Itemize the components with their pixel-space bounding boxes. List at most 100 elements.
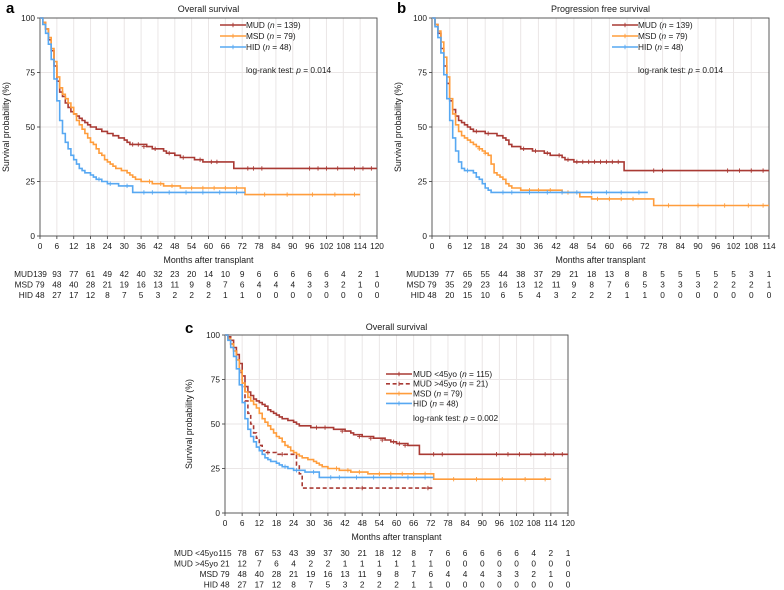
risk-value: 6 xyxy=(428,569,433,579)
risk-value: 1 xyxy=(428,559,433,569)
risk-value: 5 xyxy=(731,269,736,279)
censor-mark xyxy=(183,190,189,195)
risk-value: 9 xyxy=(189,280,194,290)
x-tick-label: 84 xyxy=(676,241,686,251)
censor-mark xyxy=(371,475,376,480)
x-tick-label: 108 xyxy=(744,241,758,251)
risk-row-label: MUD xyxy=(14,269,33,279)
risk-value: 3 xyxy=(156,290,161,300)
censor-mark xyxy=(494,452,499,457)
censor-mark xyxy=(130,142,135,147)
risk-row-label: HID xyxy=(19,290,33,300)
x-tick-label: 30 xyxy=(120,241,130,251)
censor-mark xyxy=(345,468,351,473)
censor-mark xyxy=(542,476,548,482)
risk-value: 1 xyxy=(625,290,630,300)
risk-value: 93 xyxy=(52,269,62,279)
panel-a-letter: a xyxy=(6,0,15,17)
risk-value: 0 xyxy=(497,580,502,590)
censor-mark xyxy=(746,203,751,208)
x-tick-label: 66 xyxy=(221,241,231,251)
risk-value: 16 xyxy=(323,569,333,579)
risk-value: 48 xyxy=(35,290,45,300)
risk-value: 7 xyxy=(122,290,127,300)
risk-value: 2 xyxy=(206,290,211,300)
censor-mark xyxy=(352,166,357,171)
risk-value: 9 xyxy=(240,269,245,279)
x-tick-label: 78 xyxy=(658,241,668,251)
risk-value: 2 xyxy=(172,290,177,300)
risk-value: 2 xyxy=(607,290,612,300)
logrank-annotation: log-rank test: p = 0.002 xyxy=(413,413,498,423)
censor-mark xyxy=(200,185,206,191)
censor-mark xyxy=(451,476,456,482)
risk-value: 0 xyxy=(480,559,485,569)
risk-row-label: MSD xyxy=(15,280,33,290)
censor-mark xyxy=(334,466,339,471)
risk-value: 27 xyxy=(52,290,62,300)
risk-value: 8 xyxy=(643,269,648,279)
censor-mark xyxy=(500,476,505,482)
risk-value: 1 xyxy=(377,559,382,569)
risk-value: 40 xyxy=(136,269,146,279)
x-tick-label: 12 xyxy=(463,241,473,251)
risk-value: 0 xyxy=(358,290,363,300)
risk-value: 0 xyxy=(549,580,554,590)
x-tick-label: 6 xyxy=(240,518,245,528)
censor-mark xyxy=(559,190,565,195)
censor-mark xyxy=(660,168,665,173)
risk-value: 18 xyxy=(587,269,597,279)
risk-value: 29 xyxy=(463,280,473,290)
censor-mark xyxy=(108,181,113,186)
risk-value: 3 xyxy=(554,290,559,300)
x-axis-label: Months after transplant xyxy=(352,532,443,542)
censor-mark xyxy=(200,190,206,195)
risk-value: 3 xyxy=(749,269,754,279)
censor-mark xyxy=(402,443,408,448)
risk-value: 1 xyxy=(343,559,348,569)
km-curve-mud-45yo xyxy=(225,334,434,489)
risk-value: 1 xyxy=(767,269,772,279)
km-curve-msd xyxy=(225,334,551,480)
risk-value: 6 xyxy=(501,290,506,300)
risk-value: 0 xyxy=(713,290,718,300)
risk-value: 40 xyxy=(255,569,265,579)
x-tick-label: 90 xyxy=(288,241,298,251)
y-tick-label: 100 xyxy=(21,13,35,23)
risk-value: 3 xyxy=(514,569,519,579)
censor-mark xyxy=(722,203,727,208)
risk-value: 6 xyxy=(514,548,519,558)
risk-value: 3 xyxy=(696,280,701,290)
censor-mark xyxy=(610,159,615,165)
legend-label: MUD <45yo (n = 115) xyxy=(413,369,492,379)
censor-mark xyxy=(542,452,548,457)
censor-mark xyxy=(147,179,152,184)
panel-title: Overall survival xyxy=(178,4,240,14)
censor-mark xyxy=(391,439,396,444)
risk-value: 1 xyxy=(643,290,648,300)
censor-mark xyxy=(545,150,550,156)
x-tick-label: 78 xyxy=(443,518,453,528)
censor-mark xyxy=(335,166,340,171)
risk-value: 37 xyxy=(323,548,333,558)
risk-value: 16 xyxy=(136,280,146,290)
censor-mark xyxy=(595,196,600,202)
km-curve-hid xyxy=(432,17,648,194)
censor-mark xyxy=(124,183,130,189)
risk-value: 12 xyxy=(392,548,402,558)
risk-value: 21 xyxy=(220,559,230,569)
risk-value: 15 xyxy=(463,290,473,300)
censor-mark xyxy=(616,159,621,165)
km-curve-msd xyxy=(432,17,769,207)
censor-mark xyxy=(337,475,342,480)
y-tick-label: 25 xyxy=(26,176,36,186)
risk-value: 2 xyxy=(308,559,313,569)
risk-value: 48 xyxy=(52,280,62,290)
km-curve-hid xyxy=(225,334,434,479)
risk-table-row: MUD 139 93 77 61 49 42 40 32 23 20 14 10 9 6 6 6 6 6 4 2 1 xyxy=(14,269,380,279)
risk-value: 21 xyxy=(289,569,299,579)
risk-value: 2 xyxy=(360,580,365,590)
censor-mark xyxy=(589,190,594,195)
risk-value: 21 xyxy=(569,269,579,279)
